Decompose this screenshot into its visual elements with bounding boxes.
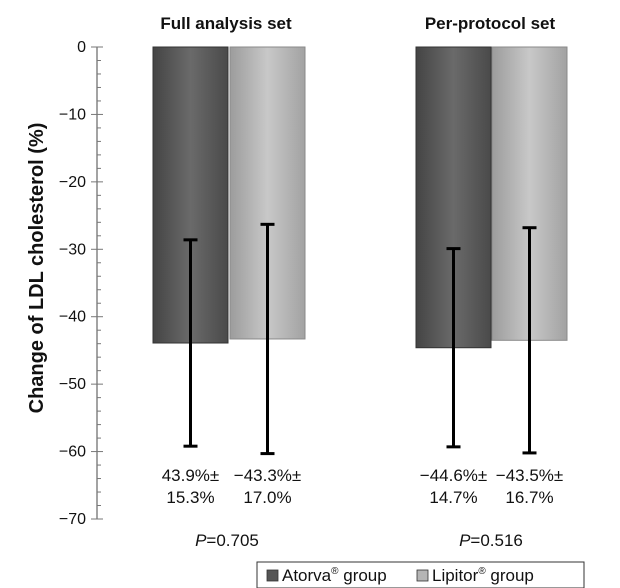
data-label: −43.3%± (234, 466, 301, 485)
group-title: Per-protocol set (425, 14, 556, 33)
error-bar (260, 222, 275, 456)
y-tick-label: −50 (59, 376, 86, 393)
legend-label: Atorva® group (282, 566, 387, 585)
y-tick-label: −60 (59, 444, 86, 461)
data-label: −44.6%± (420, 466, 487, 485)
group-titles: Full analysis set Per-protocol set (160, 14, 555, 33)
p-values: P=0.705 P=0.516 (195, 531, 523, 550)
error-bar (446, 247, 461, 449)
y-tick-label: −70 (59, 511, 86, 528)
legend-swatch (266, 569, 279, 582)
y-tick-label: 0 (77, 39, 86, 56)
error-bar (183, 238, 198, 448)
y-axis-label: Change of LDL cholesterol (%) (26, 123, 48, 414)
y-tick-label: −20 (59, 174, 86, 191)
y-axis: 0 −10 −20 −30 −40 −50 −60 −70 (59, 39, 103, 528)
data-label: −43.5%± (496, 466, 563, 485)
legend: Atorva® group Lipitor® group (256, 561, 585, 588)
value-labels: 43.9%± 15.3% −44.6%± 14.7% −43.3%± 17.0% −43.5… (162, 466, 564, 507)
data-label: 14.7% (429, 488, 477, 507)
data-label: 15.3% (166, 488, 214, 507)
bars (152, 46, 568, 349)
error-bars (183, 222, 537, 456)
y-tick-label: −10 (59, 106, 86, 123)
data-label: 16.7% (505, 488, 553, 507)
p-value-label: P=0.705 (195, 531, 259, 550)
legend-label: Lipitor® group (432, 566, 534, 585)
error-bar (522, 226, 537, 455)
p-value-label: P=0.516 (459, 531, 523, 550)
y-tick-label: −40 (59, 309, 86, 326)
legend-swatch (416, 569, 429, 582)
data-label: 17.0% (243, 488, 291, 507)
data-label: 43.9%± (162, 466, 220, 485)
y-tick-label: −30 (59, 241, 86, 258)
group-title: Full analysis set (160, 14, 292, 33)
